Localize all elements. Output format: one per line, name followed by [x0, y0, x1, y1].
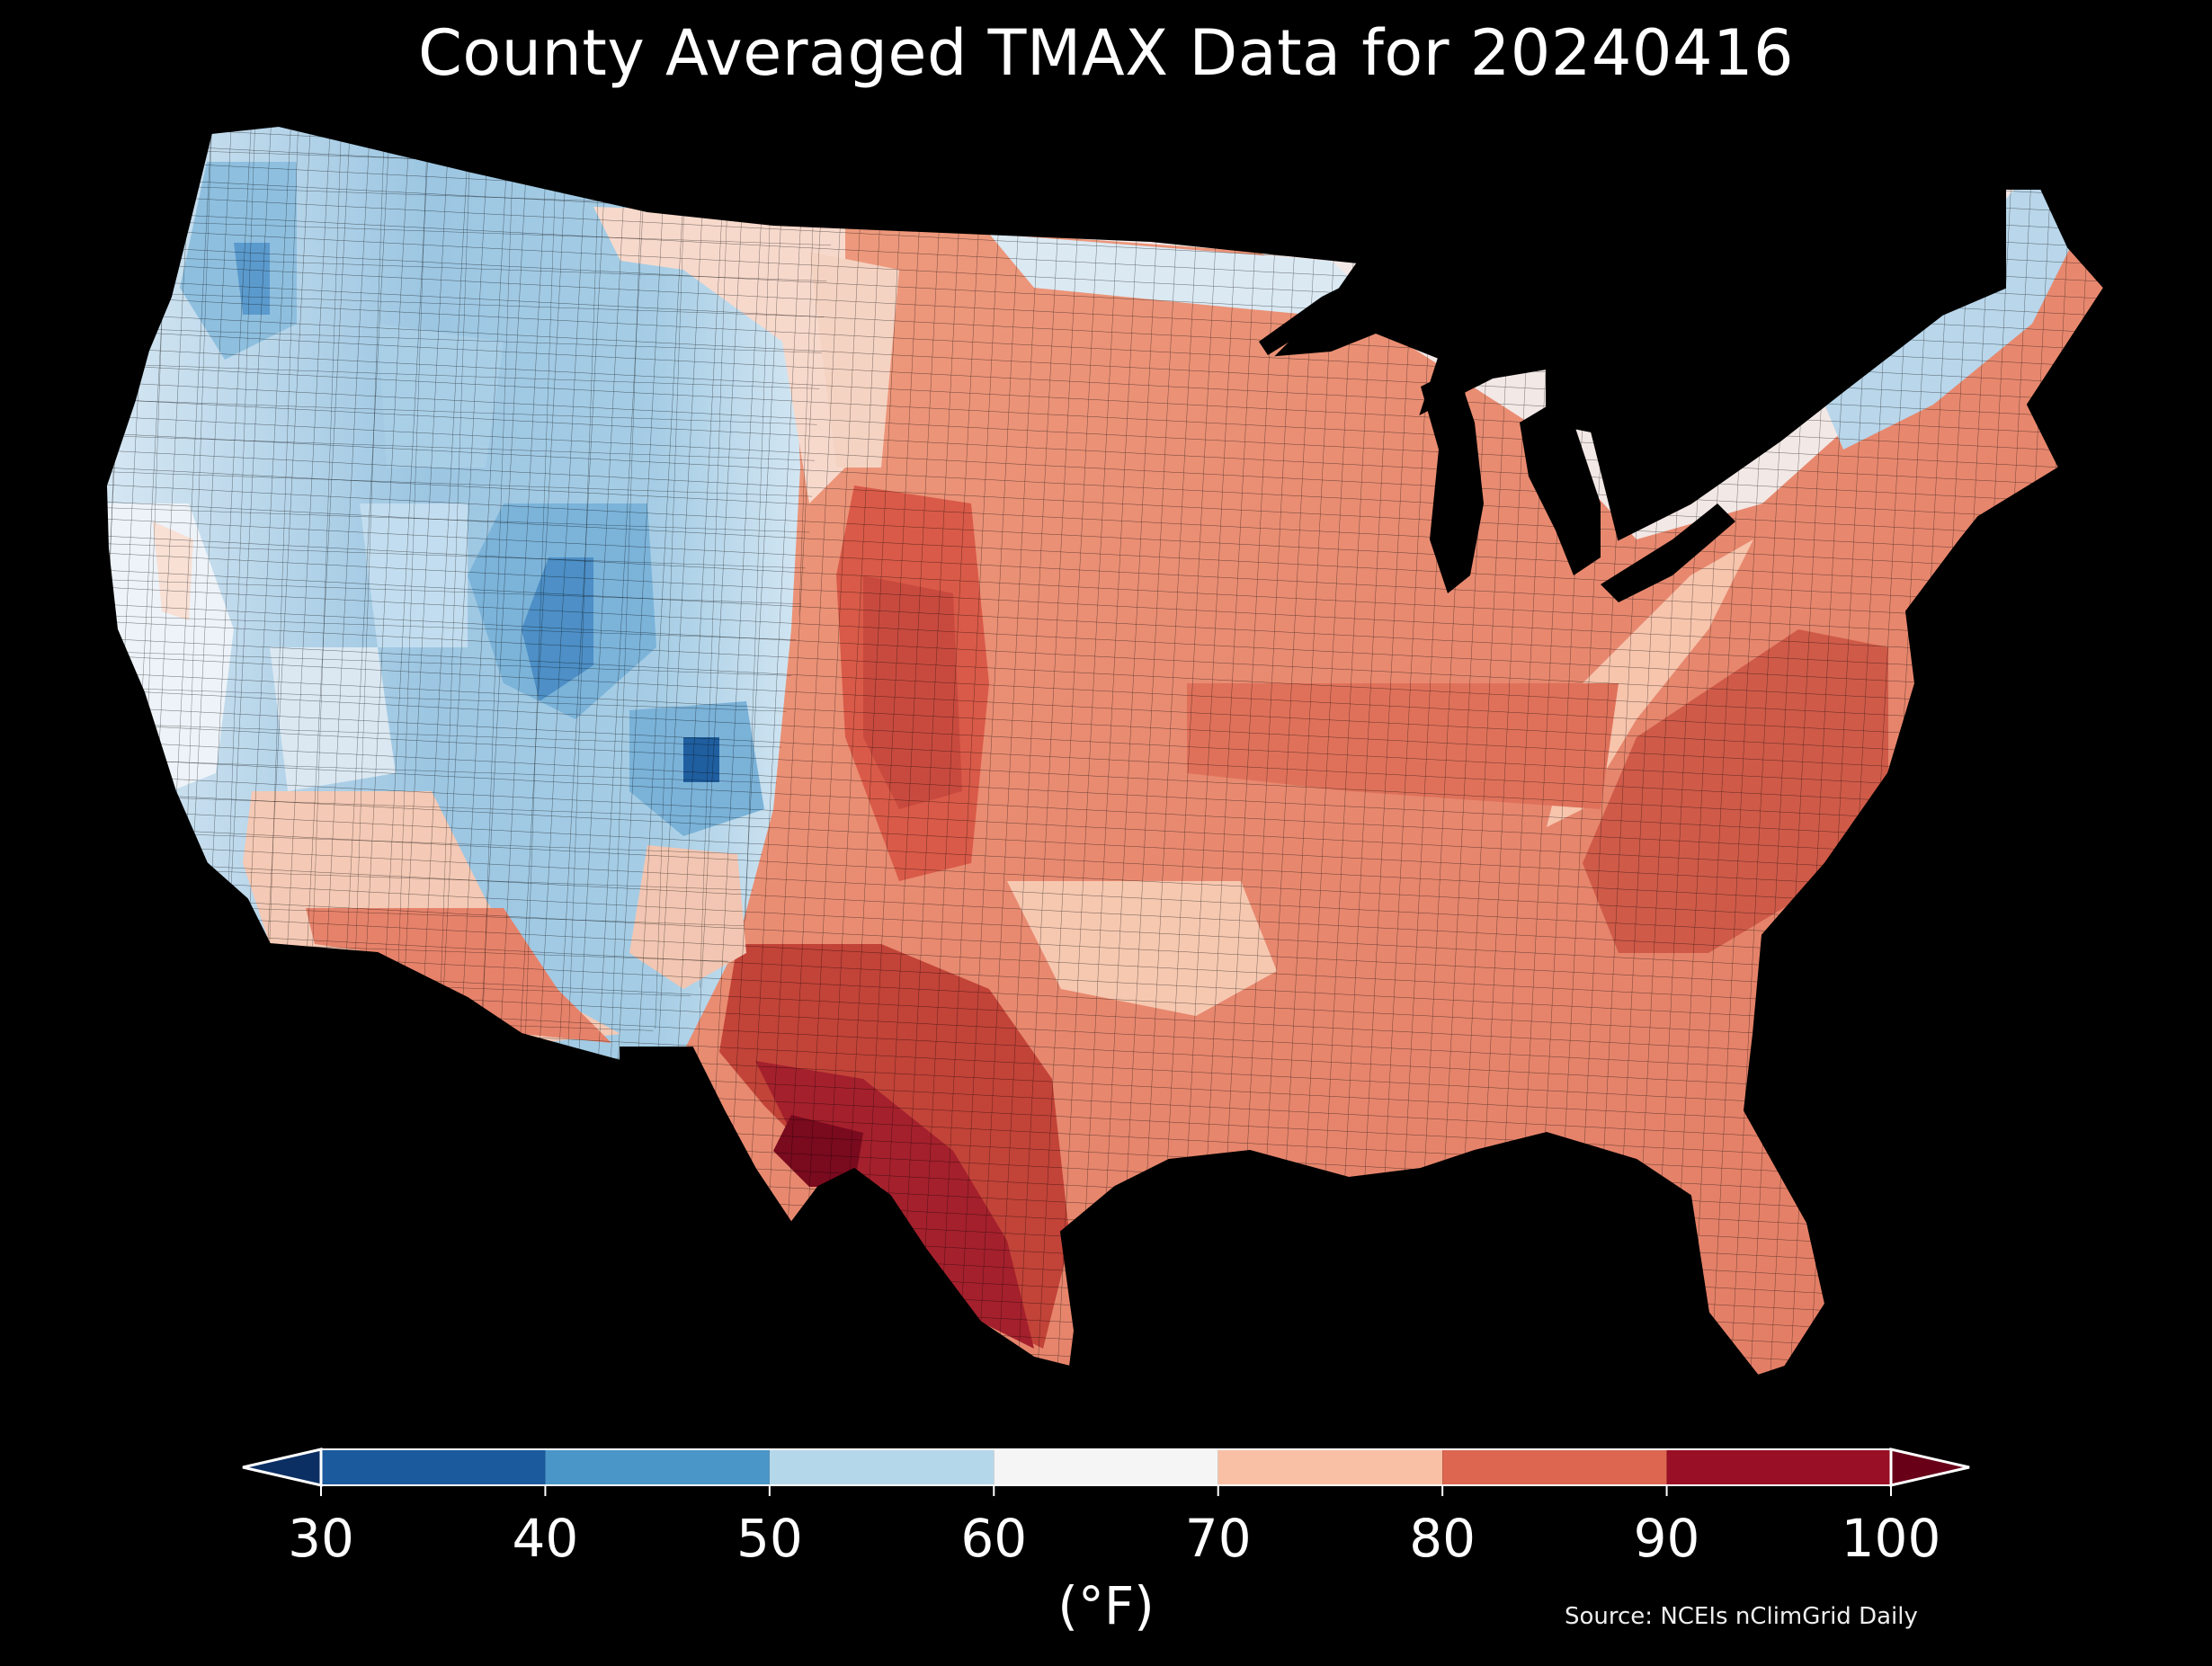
map-title: County Averaged TMAX Data for 20240416 [417, 16, 1795, 90]
colorbar-tick-label: 60 [960, 1508, 1028, 1569]
colorbar-tick-label: 70 [1184, 1508, 1252, 1569]
source-credit: Source: NCEIs nClimGrid Daily [1565, 1603, 1918, 1630]
colorbar-tick-label: 50 [736, 1508, 803, 1569]
colorbar-bin-80-90 [1442, 1449, 1667, 1485]
colorbar-tick-label: 80 [1409, 1508, 1476, 1569]
colorbar-bin-40-50 [545, 1449, 770, 1485]
colorbar-bin-30-40 [321, 1449, 546, 1485]
colorbar-frame [320, 1448, 1892, 1486]
colorbar-tick-label: 100 [1841, 1508, 1941, 1569]
colorbar-bin-60-70 [994, 1449, 1218, 1485]
us-outline [104, 124, 2106, 1377]
colorbar-bins [321, 1449, 1891, 1485]
colorbar-tick-label: 40 [512, 1508, 579, 1569]
colorbar-tick-label: 30 [288, 1508, 354, 1569]
colorbar-bin-90-100 [1666, 1449, 1891, 1485]
colorbar-underflow-arrow [242, 1448, 323, 1487]
colorbar-overflow-arrow [1889, 1448, 1970, 1487]
colorbar-unit-label: (°F) [1057, 1575, 1155, 1636]
colorbar-bin-70-80 [1217, 1449, 1443, 1485]
colorbar-bin-50-60 [769, 1449, 995, 1485]
colorbar-tick-label: 90 [1633, 1508, 1700, 1569]
colorbar-ticks [320, 1485, 1892, 1496]
great-lakes [1259, 270, 1735, 602]
